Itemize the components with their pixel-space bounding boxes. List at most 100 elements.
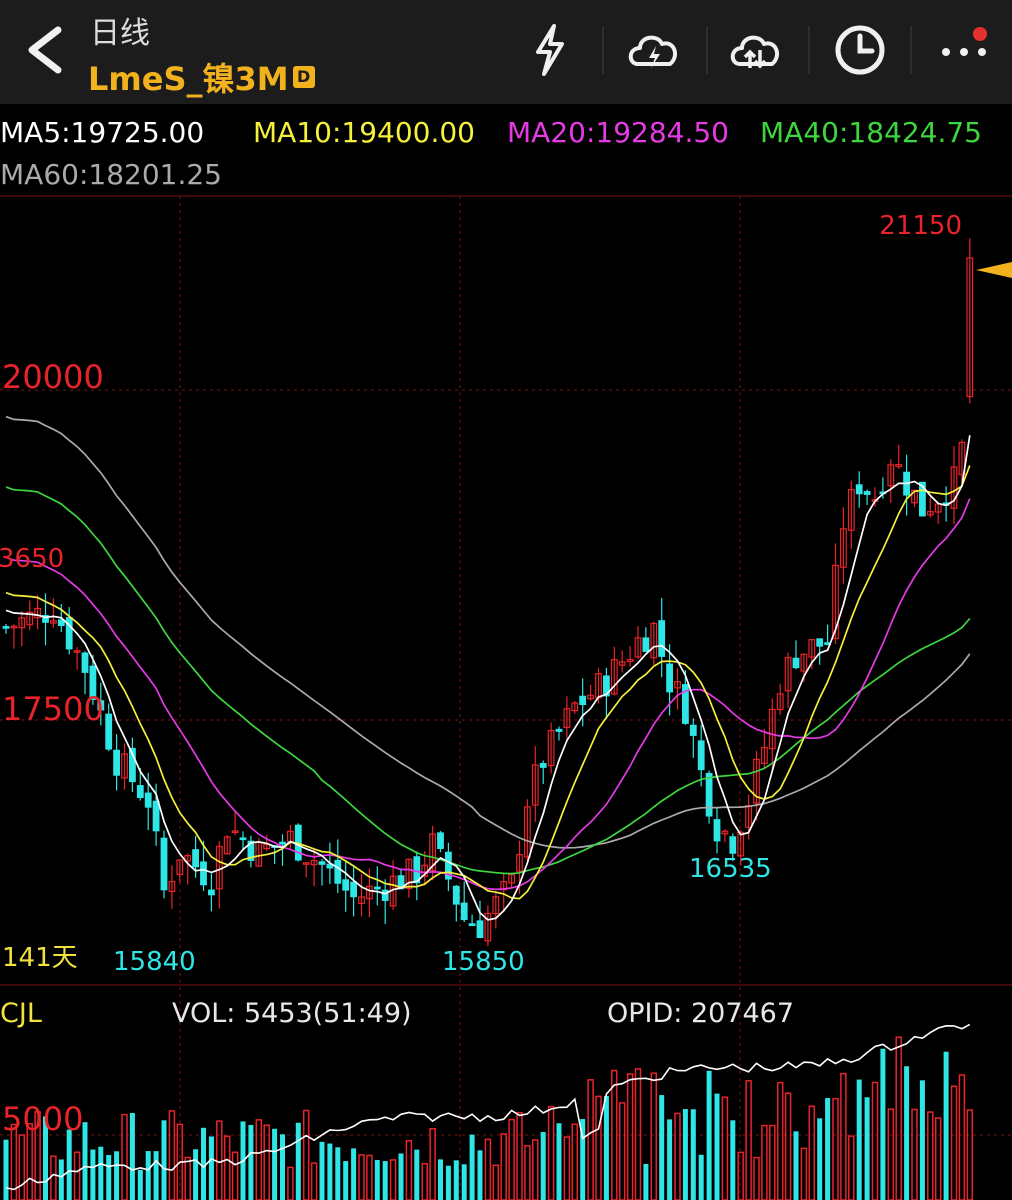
candle-body [342,879,350,891]
volume-bar [587,1079,594,1200]
candle-body [918,481,926,517]
candle-body [579,695,587,705]
ma20-legend: MA20:19284.50 [507,116,729,149]
volume-bar [421,1162,428,1200]
volume-bar [58,1159,64,1200]
volume-bar [98,1146,104,1200]
volume-bar [137,1169,143,1200]
volume-bar [161,1120,167,1200]
volume-bar [571,1123,579,1200]
volume-bars [3,1036,974,1200]
candle-body [800,653,808,672]
candle-body [887,464,895,487]
volume-bar [201,1127,206,1200]
volume-bar [310,1162,318,1200]
toolbar-divider [602,26,604,74]
opid-line [5,1023,971,1191]
volume-bar [808,1105,816,1200]
volume-bar [856,1079,862,1200]
candle-body [136,785,144,798]
volume-bar [793,1131,799,1200]
period-label: 日线 [90,16,150,51]
volume-bar [66,1129,72,1200]
candle-body [326,863,334,869]
volume-bar [492,1164,500,1200]
volume-bar [895,1036,902,1200]
candle-body [144,792,152,808]
volume-bar [382,1161,388,1200]
volume-bar [603,1095,609,1200]
volume-bar [231,1151,239,1200]
back-arrow-icon[interactable] [18,22,74,78]
volume-bar [319,1141,325,1200]
candle-body [587,694,594,700]
candle-body [555,728,563,732]
candle-body [2,626,10,629]
candle-body [563,708,571,729]
volume-bar [674,1112,681,1200]
low-price-label: 16535 [689,854,772,884]
volume-bar [698,1154,704,1200]
volume-bar [272,1128,278,1200]
candle-body [792,657,800,669]
volume-bar [26,1122,33,1200]
candle-body [247,840,255,861]
candle-body [381,889,389,901]
candle-body [81,652,89,673]
volume-bar [366,1154,373,1200]
candle-body [366,885,373,900]
volume-bar [153,1151,159,1200]
candle-body [160,837,168,891]
volume-bar [643,1163,649,1200]
candle-body [445,851,452,880]
candle-body [73,650,81,653]
volume-bar [121,1113,128,1200]
candle-body [626,658,634,663]
volume-bar [958,1074,966,1200]
volume-bar [168,1110,176,1200]
more-icon[interactable] [934,20,994,80]
volume-bar [556,1123,562,1200]
volume-bar [263,1124,270,1200]
volume-bar [405,1139,413,1200]
volume-bar [208,1136,214,1200]
low-price-label: 15850 [442,947,525,977]
candle-body [200,861,207,886]
volume-bar [335,1147,341,1200]
symbol-title[interactable]: LmeS_镍3M D [88,54,315,100]
volume-bar [461,1164,467,1200]
candle-body [768,708,776,750]
clock-icon[interactable] [830,20,890,80]
candle-body [681,684,689,724]
volume-bar [106,1155,112,1200]
volume-bar [374,1160,380,1200]
candle-body [350,881,357,898]
candle-body [516,854,523,872]
volume-bar [414,1149,420,1200]
cloud-flash-icon[interactable] [624,20,684,80]
candle-body [531,764,539,806]
ma10-line [5,465,971,900]
cloud-sync-icon[interactable] [726,20,786,80]
volume-bar [776,1081,784,1200]
lightning-icon[interactable] [520,20,580,80]
volume-bar [825,1098,831,1200]
volume-bar [659,1095,665,1200]
ma40-legend: MA40:18424.75 [760,116,982,149]
volume-bar [216,1120,223,1200]
volume-bar [73,1151,81,1200]
volume-bar [327,1143,333,1200]
candle-body [839,528,847,568]
candle-body [571,702,579,712]
volume-bar [248,1124,254,1200]
candle-body [26,611,34,626]
volume-bar [343,1161,349,1200]
chart-labels: 20000 3650 17500 21150 15840 15850 16535 141天 50… [0,211,1012,1138]
candle-body [113,749,121,776]
volume-bar [90,1149,96,1200]
candle-body [776,693,784,711]
candle-body [855,484,863,495]
candle-body [926,510,934,516]
candle-body [413,856,421,884]
